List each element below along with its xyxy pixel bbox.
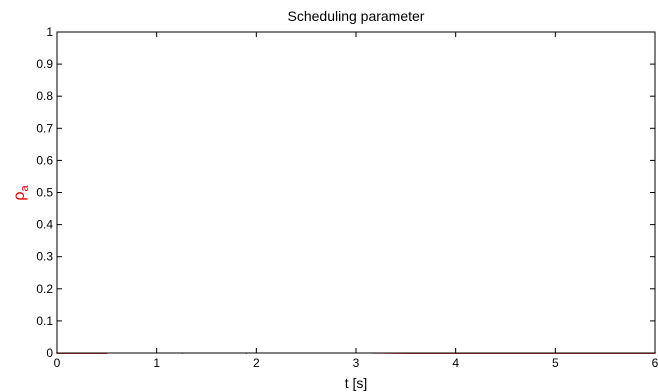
x-tick-labels: 0 1 2 3 4 5 6: [54, 356, 658, 370]
y-tick-label: 0.2: [36, 282, 53, 296]
x-tick-label: 2: [253, 356, 260, 370]
y-tick-label: 0.4: [36, 218, 53, 232]
y-tick-label: 0.7: [36, 121, 53, 135]
x-axis-label: t [s]: [345, 375, 368, 391]
y-tick-labels: 0 0.1 0.2 0.3 0.4 0.5 0.6 0.7 0.8 0.9 1: [36, 25, 53, 360]
y-tick-label: 0.1: [36, 314, 53, 328]
svg-text:ρa: ρa: [11, 185, 31, 201]
ticks: [56, 31, 656, 354]
x-tick-label: 5: [552, 356, 559, 370]
y-tick-label: 0.9: [36, 57, 53, 71]
y-tick-label: 0.8: [36, 89, 53, 103]
y-tick-label: 1: [46, 25, 53, 39]
y-tick-label: 0: [46, 346, 53, 360]
chart-title: Scheduling parameter: [288, 8, 425, 24]
y-tick-label: 0.6: [36, 153, 53, 167]
axes-frame: [56, 31, 656, 354]
x-tick-label: 3: [353, 356, 360, 370]
x-tick-label: 6: [652, 356, 658, 370]
x-tick-label: 1: [153, 356, 160, 370]
x-tick-label: 4: [452, 356, 459, 370]
y-axis-label-subscript: a: [19, 185, 31, 192]
y-axis-label-main: ρ: [11, 192, 28, 201]
y-axis-label: ρa: [11, 185, 31, 201]
y-tick-label: 0.3: [36, 250, 53, 264]
x-tick-label: 0: [54, 356, 61, 370]
y-tick-label: 0.5: [36, 186, 53, 200]
